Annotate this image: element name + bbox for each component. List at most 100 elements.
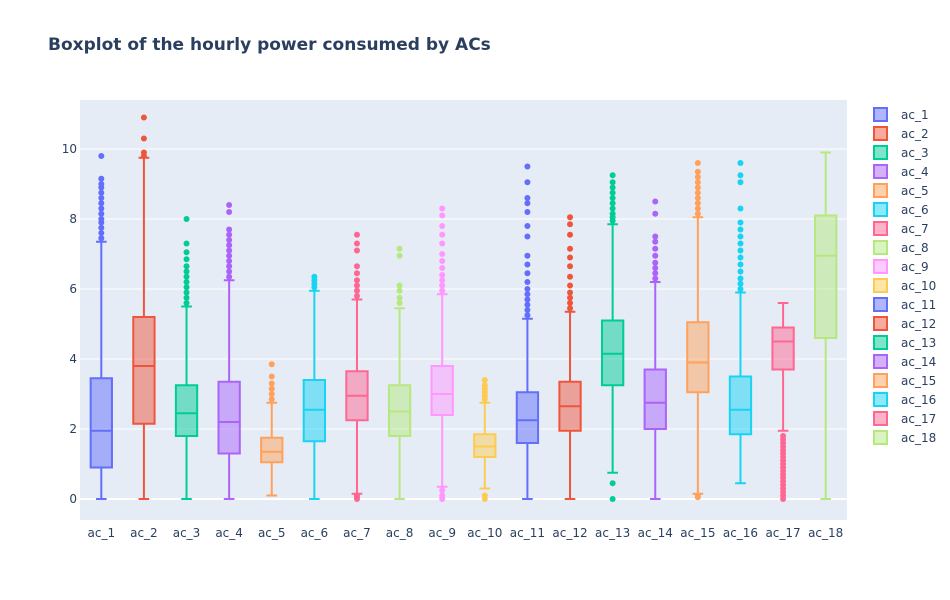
legend-item-ac_8[interactable]: ac_8 bbox=[873, 240, 929, 255]
legend-swatch bbox=[873, 221, 888, 236]
legend-item-ac_9[interactable]: ac_9 bbox=[873, 259, 929, 274]
outlier-point bbox=[396, 245, 403, 252]
outlier-point bbox=[609, 189, 616, 196]
legend-item-ac_11[interactable]: ac_11 bbox=[873, 297, 936, 312]
outlier-point bbox=[524, 261, 531, 268]
outlier-point bbox=[737, 226, 744, 233]
legend-item-ac_18[interactable]: ac_18 bbox=[873, 430, 936, 445]
x-tick-label: ac_1 bbox=[88, 526, 116, 540]
iqr-box bbox=[643, 368, 667, 430]
outlier-point bbox=[439, 240, 446, 247]
outlier-point bbox=[567, 221, 574, 228]
box-ac_12[interactable] bbox=[558, 214, 582, 500]
legend[interactable]: ac_1 ac_2 ac_3 ac_4 ac_5 ac_6 ac_7 ac_8 ac_9 ac_1… bbox=[873, 107, 936, 445]
legend-label: ac_4 bbox=[901, 165, 929, 179]
box-ac_9[interactable] bbox=[430, 205, 454, 503]
outlier-point bbox=[439, 282, 446, 289]
box-ac_16[interactable] bbox=[728, 160, 753, 485]
outlier-point bbox=[183, 268, 190, 275]
legend-label: ac_9 bbox=[901, 260, 929, 274]
outlier-point bbox=[567, 282, 574, 289]
legend-label: ac_3 bbox=[901, 146, 929, 160]
outlier-point bbox=[439, 231, 446, 238]
outlier-point bbox=[439, 212, 446, 219]
legend-label: ac_2 bbox=[901, 127, 929, 141]
outlier-point bbox=[737, 160, 744, 166]
outlier-point bbox=[226, 273, 233, 280]
outlier-point bbox=[353, 247, 360, 254]
box-ac_3[interactable] bbox=[174, 216, 199, 500]
outlier-point bbox=[481, 377, 488, 383]
outlier-point bbox=[226, 202, 233, 208]
x-tick-label: ac_7 bbox=[343, 526, 371, 540]
legend-item-ac_5[interactable]: ac_5 bbox=[873, 183, 929, 198]
legend-label: ac_6 bbox=[901, 203, 929, 217]
outlier-point bbox=[98, 224, 105, 231]
legend-swatch bbox=[873, 259, 888, 274]
box-ac_8[interactable] bbox=[387, 245, 412, 500]
box-ac_2[interactable] bbox=[132, 114, 156, 500]
box-ac_18[interactable] bbox=[814, 151, 838, 500]
legend-item-ac_3[interactable]: ac_3 bbox=[873, 145, 929, 160]
outlier-point bbox=[439, 258, 446, 264]
box-ac_14[interactable] bbox=[643, 198, 667, 500]
outlier-point bbox=[567, 294, 574, 301]
y-tick-label: 4 bbox=[69, 352, 77, 366]
legend-label: ac_7 bbox=[901, 222, 929, 236]
x-axis: ac_1 ac_2 ac_3 ac_4 ac_5 ac_6 ac_7 ac_8 ac_9 ac_1… bbox=[88, 526, 844, 540]
legend-item-ac_13[interactable]: ac_13 bbox=[873, 335, 936, 350]
box-ac_10[interactable] bbox=[473, 377, 497, 502]
legend-item-ac_6[interactable]: ac_6 bbox=[873, 202, 929, 217]
outlier-point bbox=[353, 492, 360, 499]
outlier-point bbox=[694, 189, 701, 196]
x-tick-label: ac_3 bbox=[173, 526, 201, 540]
outlier-point bbox=[694, 179, 701, 186]
outlier-point bbox=[183, 256, 190, 263]
iqr-box bbox=[174, 384, 199, 437]
box-ac_4[interactable] bbox=[217, 202, 241, 500]
box-ac_11[interactable] bbox=[515, 163, 540, 500]
legend-item-ac_10[interactable]: ac_10 bbox=[873, 278, 936, 293]
box-ac_1[interactable] bbox=[89, 153, 113, 500]
legend-item-ac_14[interactable]: ac_14 bbox=[873, 354, 936, 369]
x-tick-label: ac_9 bbox=[428, 526, 456, 540]
outlier-point bbox=[98, 175, 105, 182]
x-tick-label: ac_5 bbox=[258, 526, 286, 540]
legend-item-ac_16[interactable]: ac_16 bbox=[873, 392, 936, 407]
outlier-point bbox=[396, 282, 403, 289]
legend-swatch bbox=[873, 430, 888, 445]
legend-item-ac_7[interactable]: ac_7 bbox=[873, 221, 929, 236]
outlier-point bbox=[524, 279, 531, 285]
legend-swatch bbox=[873, 297, 888, 312]
legend-item-ac_17[interactable]: ac_17 bbox=[873, 411, 936, 426]
outlier-point bbox=[226, 268, 233, 275]
box-ac_6[interactable] bbox=[302, 273, 327, 500]
legend-label: ac_5 bbox=[901, 184, 929, 198]
legend-item-ac_4[interactable]: ac_4 bbox=[873, 164, 929, 179]
legend-item-ac_1[interactable]: ac_1 bbox=[873, 107, 929, 122]
outlier-point bbox=[183, 284, 190, 291]
box-ac_17[interactable] bbox=[771, 302, 795, 502]
outlier-point bbox=[183, 300, 190, 306]
outlier-point bbox=[439, 223, 446, 229]
box-ac_5[interactable] bbox=[260, 361, 284, 497]
outlier-point bbox=[737, 254, 744, 261]
outlier-point bbox=[98, 189, 105, 196]
box-ac_13[interactable] bbox=[600, 172, 625, 502]
outlier-point bbox=[140, 114, 147, 121]
legend-swatch bbox=[873, 126, 888, 141]
x-tick-label: ac_6 bbox=[301, 526, 329, 540]
outlier-point bbox=[353, 293, 360, 299]
outlier-point bbox=[652, 245, 659, 252]
legend-item-ac_2[interactable]: ac_2 bbox=[873, 126, 929, 141]
outlier-point bbox=[183, 294, 190, 301]
legend-item-ac_15[interactable]: ac_15 bbox=[873, 373, 936, 388]
outlier-point bbox=[737, 261, 744, 268]
outlier-point bbox=[524, 307, 531, 313]
boxes bbox=[89, 114, 838, 503]
box-ac_15[interactable] bbox=[686, 160, 710, 501]
box-ac_7[interactable] bbox=[345, 231, 369, 502]
legend-item-ac_12[interactable]: ac_12 bbox=[873, 316, 936, 331]
outlier-point bbox=[737, 268, 744, 275]
outlier-point bbox=[567, 254, 574, 261]
